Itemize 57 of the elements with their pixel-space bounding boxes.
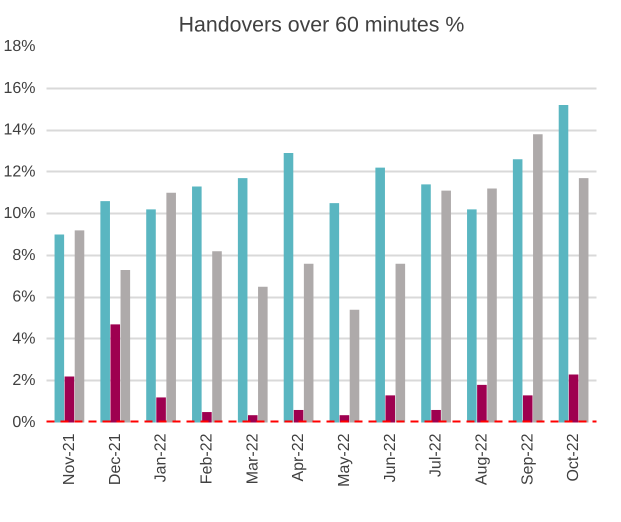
bar: [100, 201, 110, 422]
y-tick-label: 2%: [12, 372, 36, 390]
y-tick-label: 0%: [12, 414, 36, 431]
bar: [558, 104, 568, 422]
bar: [156, 397, 166, 422]
bar: [166, 192, 176, 422]
bar: [396, 264, 406, 422]
x-tick-label: Jul-22: [428, 433, 445, 478]
y-tick-label: 14%: [3, 122, 36, 139]
x-tick-label: Aug-22: [473, 433, 490, 486]
bar: [578, 178, 588, 422]
chart-title: Handovers over 60 minutes %: [178, 12, 464, 36]
x-tick-label: Apr-22: [290, 433, 308, 482]
x-tick-label: Jan-22: [152, 433, 170, 482]
bar: [568, 374, 578, 422]
bar: [330, 203, 340, 422]
x-tick-label: Nov-21: [60, 433, 78, 486]
bar: [120, 270, 130, 422]
y-tick-label: 4%: [12, 330, 36, 348]
bar: [248, 415, 258, 422]
x-tick-label: Jun-22: [382, 433, 399, 482]
bar: [512, 159, 522, 422]
x-tick-label: Mar-22: [244, 433, 262, 484]
x-tick-label: Feb-22: [198, 433, 216, 484]
bar: [64, 376, 74, 422]
bar: [212, 251, 222, 422]
bar: [110, 324, 120, 422]
y-tick-label: 12%: [3, 163, 36, 180]
y-tick-label: 6%: [12, 288, 36, 306]
bar: [304, 264, 314, 422]
bar: [533, 134, 543, 422]
bar: [146, 209, 156, 422]
y-tick-label: 8%: [12, 246, 36, 264]
bar: [74, 230, 84, 422]
bar: [284, 153, 294, 422]
x-tick-label: Sep-22: [519, 433, 536, 486]
bar: [385, 395, 396, 422]
bar: [477, 384, 487, 422]
bar: [431, 410, 441, 422]
bar: [467, 209, 477, 422]
bar: [522, 395, 533, 422]
bar: [375, 168, 385, 422]
bar: [54, 234, 64, 422]
y-tick-label: 16%: [3, 80, 36, 97]
bar: [421, 184, 431, 422]
bar: [238, 178, 248, 422]
bar: [441, 190, 451, 422]
x-tick-label: Oct-22: [565, 433, 582, 482]
bar: [294, 410, 304, 422]
bar: [487, 188, 497, 422]
bar: [350, 310, 360, 422]
bar: [192, 186, 202, 422]
y-tick-label: 10%: [3, 205, 36, 222]
bar: [258, 286, 268, 422]
y-tick-label: 18%: [3, 38, 36, 55]
x-tick-label: May-22: [336, 433, 353, 487]
x-tick-label: Dec-21: [106, 433, 124, 486]
